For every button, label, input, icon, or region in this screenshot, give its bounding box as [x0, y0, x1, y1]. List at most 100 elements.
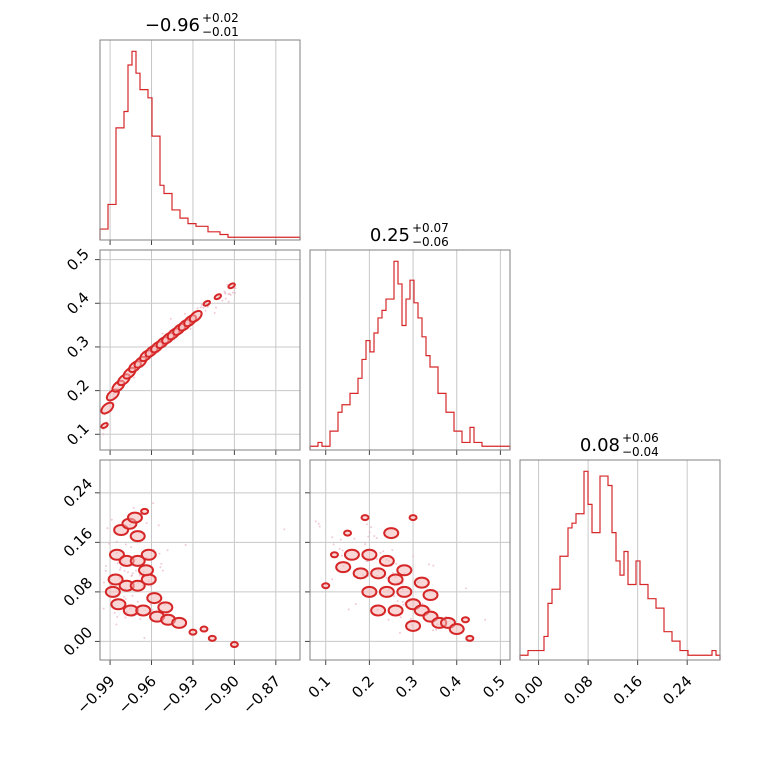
- contour-blob-small: [213, 293, 223, 301]
- sample-point: [136, 600, 139, 603]
- sample-point: [102, 581, 105, 584]
- sample-point: [432, 629, 435, 632]
- sample-point: [149, 603, 152, 606]
- tick-label-x: 0.1: [305, 672, 335, 702]
- sample-point: [354, 603, 357, 606]
- sample-point: [184, 543, 187, 546]
- sample-point: [370, 526, 373, 529]
- histogram-param-2: [519, 470, 721, 660]
- sample-point: [110, 518, 113, 521]
- sample-point: [104, 564, 107, 567]
- sample-point: [139, 618, 142, 621]
- sample-point: [200, 303, 203, 306]
- sample-point: [331, 578, 334, 581]
- sample-point: [347, 608, 350, 611]
- contour-blob: [135, 604, 152, 617]
- sample-point: [228, 292, 231, 295]
- panel-frame: [309, 249, 511, 451]
- contour-blob: [370, 604, 387, 617]
- sample-point: [159, 566, 162, 569]
- sample-point: [224, 297, 227, 300]
- sample-point: [166, 549, 169, 552]
- sample-point: [124, 616, 127, 619]
- sample-point: [409, 617, 412, 620]
- sample-point: [115, 623, 118, 626]
- contour-blob: [146, 592, 163, 605]
- sample-point: [160, 562, 163, 565]
- sample-point: [189, 327, 192, 330]
- contour-blob: [157, 601, 174, 614]
- contour-blob-small: [460, 616, 470, 624]
- tick-label-y: 0.1: [63, 419, 93, 449]
- sample-point: [131, 572, 134, 575]
- sample-point: [202, 306, 205, 309]
- panel-frame: [99, 249, 301, 451]
- sample-point: [435, 628, 438, 631]
- contour-blob: [129, 530, 146, 543]
- sample-point: [234, 287, 237, 290]
- contour-blob: [396, 564, 413, 577]
- contour-blob: [361, 585, 378, 598]
- contour-blob: [104, 585, 121, 598]
- sample-point: [130, 546, 133, 549]
- sample-point: [161, 332, 164, 335]
- contour-blob-small: [188, 628, 198, 636]
- title-0-median: −0.96: [145, 15, 200, 36]
- panel-grid: [325, 250, 501, 455]
- sample-point: [391, 571, 394, 574]
- tick-label-x: −0.90: [198, 672, 243, 717]
- title-1-minus: −0.06: [412, 235, 449, 249]
- contour-blob: [352, 567, 369, 580]
- tick-label-y: 0.4: [63, 288, 93, 318]
- sample-point: [150, 585, 153, 588]
- contour-blob: [378, 554, 395, 567]
- sample-point: [375, 537, 378, 540]
- tick-label-x: −0.87: [239, 672, 284, 717]
- sample-point: [385, 576, 388, 579]
- contour-blob-small: [227, 282, 236, 290]
- sample-point: [124, 543, 127, 546]
- tick-label-x: −0.96: [115, 672, 160, 717]
- sample-point: [116, 562, 119, 565]
- contour-blob: [413, 576, 430, 589]
- contour-blob: [343, 548, 360, 561]
- sample-point: [314, 520, 317, 523]
- sample-point: [169, 317, 172, 320]
- tick-label-x: 0.2: [348, 672, 378, 702]
- sample-point: [119, 566, 122, 569]
- contour-blob: [335, 561, 352, 574]
- sample-point: [376, 557, 379, 560]
- sample-point: [196, 307, 199, 310]
- contour-blob-small: [229, 641, 239, 649]
- sample-point: [484, 618, 487, 621]
- sample-point: [102, 607, 105, 610]
- sample-point: [233, 291, 236, 294]
- sample-point: [283, 528, 286, 531]
- sample-point: [214, 306, 217, 309]
- sample-point: [106, 527, 109, 530]
- tick-label-y: 0.3: [63, 332, 93, 362]
- sample-point: [318, 525, 321, 528]
- contour-blob-small: [140, 507, 150, 515]
- sample-point: [401, 600, 404, 603]
- sample-point: [396, 600, 399, 603]
- sample-point: [432, 564, 435, 567]
- sample-point: [131, 594, 134, 597]
- tick-label-y: 0.2: [63, 376, 93, 406]
- sample-point: [231, 291, 234, 294]
- sample-point: [317, 522, 320, 525]
- sample-point: [393, 595, 396, 598]
- sample-point: [124, 597, 127, 600]
- sample-point: [123, 595, 126, 598]
- tick-label-x: −0.93: [156, 672, 201, 717]
- sample-point: [332, 543, 335, 546]
- panel-grid: [95, 250, 300, 455]
- contour-blob: [140, 548, 157, 561]
- sample-point: [428, 563, 431, 566]
- contour-blob: [396, 585, 413, 598]
- contours-p0-p1: [100, 282, 237, 436]
- contour-blob-small: [202, 299, 211, 307]
- panel-grid: [305, 460, 510, 665]
- sample-point: [364, 543, 367, 546]
- contour-blob: [387, 604, 404, 617]
